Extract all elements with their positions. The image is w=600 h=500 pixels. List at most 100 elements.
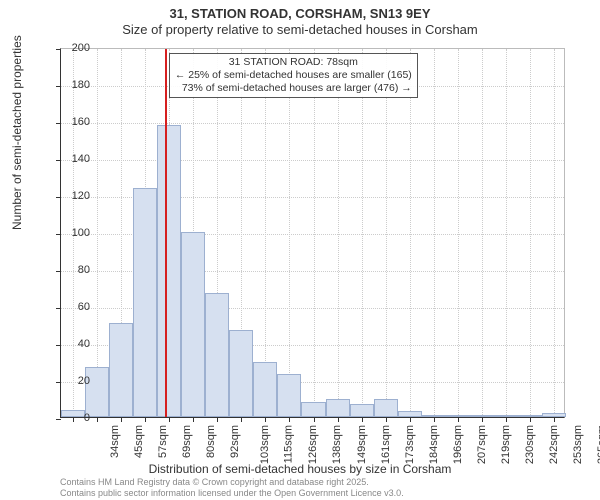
histogram-bar xyxy=(133,188,157,417)
xtick-mark xyxy=(410,417,411,422)
xtick-label: 80sqm xyxy=(205,425,217,458)
histogram-bar xyxy=(301,402,325,417)
gridline-v xyxy=(458,49,459,417)
footer-line1: Contains HM Land Registry data © Crown c… xyxy=(60,477,404,487)
histogram-bar xyxy=(374,399,398,418)
xtick-mark xyxy=(530,417,531,422)
histogram-bar xyxy=(277,374,301,417)
xtick-label: 92sqm xyxy=(229,425,241,458)
chart-title-subtitle: Size of property relative to semi-detach… xyxy=(0,22,600,37)
ytick-label: 0 xyxy=(50,412,90,424)
histogram-bar xyxy=(181,232,205,417)
ytick-label: 100 xyxy=(50,227,90,239)
xtick-label: 138sqm xyxy=(332,425,344,464)
histogram-bar xyxy=(518,415,542,417)
histogram-bar xyxy=(229,330,253,417)
xtick-label: 230sqm xyxy=(524,425,536,464)
annotation-box: 31 STATION ROAD: 78sqm← 25% of semi-deta… xyxy=(169,53,418,98)
xtick-label: 34sqm xyxy=(109,425,121,458)
annotation-line1: 31 STATION ROAD: 78sqm xyxy=(175,56,412,69)
gridline-v xyxy=(362,49,363,417)
ytick-label: 20 xyxy=(50,375,90,387)
ytick-label: 200 xyxy=(50,42,90,54)
gridline-v xyxy=(554,49,555,417)
histogram-bar xyxy=(326,399,350,418)
xtick-label: 173sqm xyxy=(404,425,416,464)
histogram-bar xyxy=(350,404,374,417)
xtick-mark xyxy=(314,417,315,422)
xtick-mark xyxy=(386,417,387,422)
xtick-mark xyxy=(121,417,122,422)
gridline-v xyxy=(482,49,483,417)
gridline-v xyxy=(97,49,98,417)
xtick-label: 115sqm xyxy=(283,425,295,463)
gridline-v xyxy=(434,49,435,417)
xtick-label: 196sqm xyxy=(452,425,464,464)
xtick-mark xyxy=(338,417,339,422)
xtick-label: 265sqm xyxy=(596,425,600,464)
gridline-v xyxy=(314,49,315,417)
xtick-label: 242sqm xyxy=(548,425,560,464)
annotation-line3: 73% of semi-detached houses are larger (… xyxy=(175,82,412,95)
annotation-line2: ← 25% of semi-detached houses are smalle… xyxy=(175,69,412,82)
chart-title-block: 31, STATION ROAD, CORSHAM, SN13 9EY Size… xyxy=(0,0,600,37)
ytick-label: 140 xyxy=(50,153,90,165)
xtick-mark xyxy=(434,417,435,422)
xtick-mark xyxy=(145,417,146,422)
histogram-bar xyxy=(398,411,422,417)
histogram-bar xyxy=(446,415,470,417)
gridline-v xyxy=(386,49,387,417)
ytick-label: 60 xyxy=(50,301,90,313)
gridline-h xyxy=(61,160,564,161)
xtick-label: 126sqm xyxy=(308,425,320,464)
xtick-mark xyxy=(169,417,170,422)
xtick-label: 184sqm xyxy=(428,425,440,464)
xtick-label: 69sqm xyxy=(181,425,193,458)
footer-line2: Contains public sector information licen… xyxy=(60,488,404,498)
histogram-bar xyxy=(109,323,133,417)
xtick-mark xyxy=(506,417,507,422)
xtick-label: 161sqm xyxy=(380,425,392,464)
xtick-mark xyxy=(241,417,242,422)
histogram-bar xyxy=(542,413,566,417)
gridline-v xyxy=(338,49,339,417)
plot-region: 31 STATION ROAD: 78sqm← 25% of semi-deta… xyxy=(60,48,565,418)
histogram-bar xyxy=(422,415,446,417)
histogram-bar xyxy=(157,125,181,417)
xtick-label: 253sqm xyxy=(572,425,584,464)
xtick-mark xyxy=(554,417,555,422)
ytick-label: 120 xyxy=(50,190,90,202)
xtick-label: 45sqm xyxy=(133,425,145,458)
gridline-v xyxy=(410,49,411,417)
xtick-label: 103sqm xyxy=(259,425,271,464)
chart-area: 31 STATION ROAD: 78sqm← 25% of semi-deta… xyxy=(60,48,565,418)
histogram-bar xyxy=(494,415,518,417)
footer-attribution: Contains HM Land Registry data © Crown c… xyxy=(60,477,404,498)
histogram-bar xyxy=(205,293,229,417)
xtick-mark xyxy=(97,417,98,422)
xtick-mark xyxy=(289,417,290,422)
xtick-mark xyxy=(193,417,194,422)
xtick-label: 207sqm xyxy=(476,425,488,464)
histogram-bar xyxy=(470,415,494,417)
ytick-label: 160 xyxy=(50,116,90,128)
xtick-label: 149sqm xyxy=(356,425,368,464)
xtick-label: 219sqm xyxy=(500,425,512,464)
xtick-mark xyxy=(482,417,483,422)
reference-line xyxy=(165,49,167,417)
xtick-label: 57sqm xyxy=(157,425,169,458)
xtick-mark xyxy=(217,417,218,422)
gridline-h xyxy=(61,123,564,124)
gridline-v xyxy=(530,49,531,417)
ytick-label: 80 xyxy=(50,264,90,276)
xtick-mark xyxy=(362,417,363,422)
gridline-v xyxy=(506,49,507,417)
ytick-label: 180 xyxy=(50,79,90,91)
ytick-label: 40 xyxy=(50,338,90,350)
histogram-bar xyxy=(253,362,277,418)
y-axis-label: Number of semi-detached properties xyxy=(10,35,24,230)
gridline-v xyxy=(289,49,290,417)
chart-title-address: 31, STATION ROAD, CORSHAM, SN13 9EY xyxy=(0,6,600,21)
xtick-mark xyxy=(265,417,266,422)
xtick-mark xyxy=(458,417,459,422)
